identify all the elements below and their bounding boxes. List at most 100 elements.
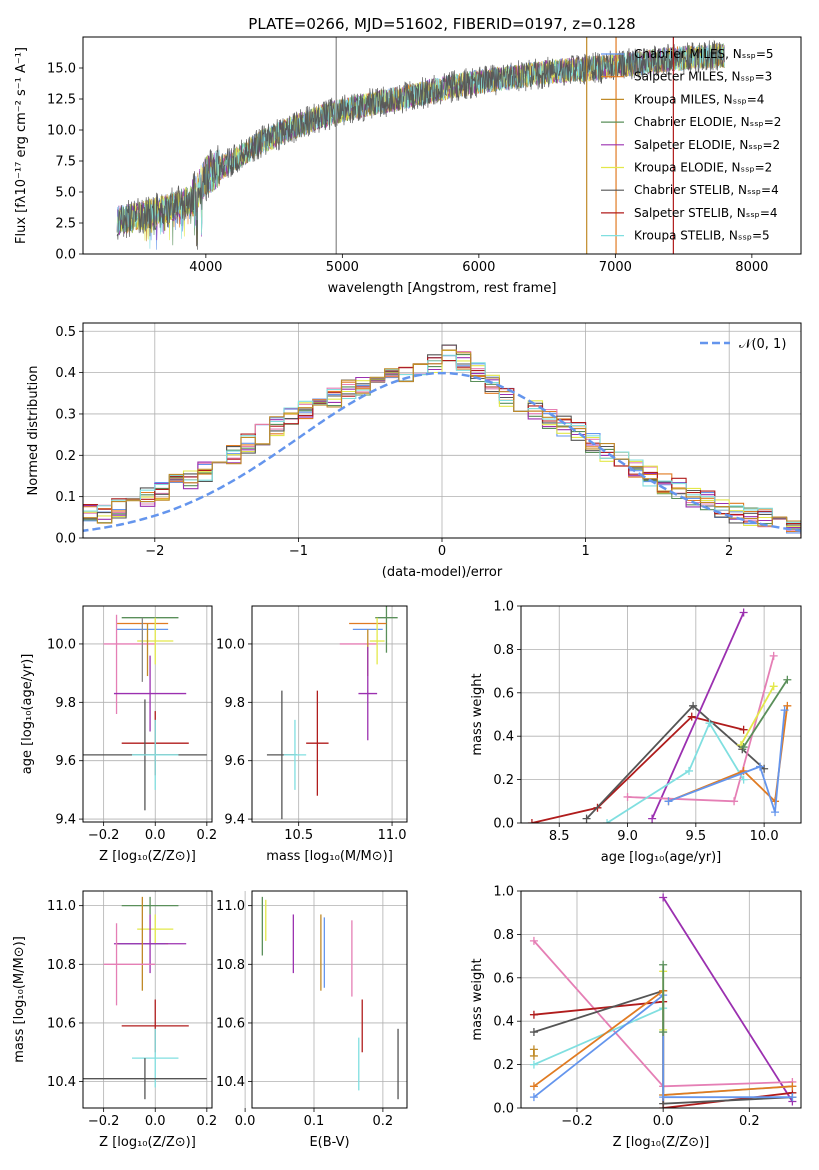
histogram-se bbox=[83, 354, 801, 529]
weight-marker bbox=[783, 701, 792, 710]
y-tick-label: 0.2 bbox=[55, 449, 76, 464]
histogram-sm bbox=[83, 349, 801, 537]
weight-line bbox=[531, 715, 744, 823]
weight-marker bbox=[529, 1093, 538, 1102]
weight-series bbox=[582, 701, 769, 823]
y-tick-label: 10.6 bbox=[216, 1016, 245, 1031]
y-tick-label: 10.8 bbox=[47, 958, 76, 973]
y-tick-label: 10.0 bbox=[216, 637, 245, 652]
weight-marker bbox=[659, 960, 668, 969]
weight-marker bbox=[623, 792, 632, 801]
x-axis-label: age [log₁₀(age/yr)] bbox=[601, 850, 722, 865]
error-cross bbox=[369, 617, 385, 665]
weight-line bbox=[606, 721, 745, 823]
panel-1: 4000 5000 6000 7000 8000 0.0 2.5 5.0 7.5 10.0 12.5… bbox=[14, 15, 802, 296]
panel-6: −0.2 0.0 0.2 10.4 10.6 10.8 11.0 Z [log₁₀(Z/Z⊙)… bbox=[12, 890, 217, 1150]
y-tick-label: 7.5 bbox=[55, 155, 76, 170]
y-tick-label: 1.0 bbox=[493, 600, 514, 615]
y-tick-label: 12.5 bbox=[47, 93, 76, 108]
x-tick-label: 11.0 bbox=[378, 828, 407, 843]
x-tick-label: 8.5 bbox=[549, 829, 570, 844]
y-tick-label: 0.6 bbox=[493, 686, 514, 701]
legend-label: Chabrier ELODIE, Nₛₛₚ=2 bbox=[634, 115, 781, 129]
weight-marker bbox=[529, 1010, 538, 1019]
plot-area bbox=[83, 896, 207, 1100]
x-tick-label: 5000 bbox=[326, 260, 359, 275]
legend-label: Salpeter ELODIE, Nₛₛₚ=2 bbox=[634, 138, 780, 152]
weight-marker bbox=[769, 682, 778, 691]
y-tick-label: 0.1 bbox=[55, 490, 76, 505]
error-cross bbox=[137, 617, 174, 665]
y-tick-label: 15.0 bbox=[47, 62, 76, 77]
normal-curve bbox=[83, 371, 801, 533]
histogram-cs bbox=[83, 344, 801, 536]
weight-marker bbox=[529, 1045, 538, 1054]
y-tick-label: 0.6 bbox=[493, 971, 514, 986]
weight-series bbox=[664, 706, 789, 817]
x-tick-label: 0.2 bbox=[196, 828, 217, 843]
chart-title: PLATE=0266, MJD=51602, FIBERID=0197, z=0… bbox=[248, 15, 635, 33]
y-tick-label: 9.8 bbox=[224, 696, 245, 711]
x-axis-label: Z [log₁₀(Z/Z⊙)] bbox=[613, 1135, 710, 1150]
error-cross bbox=[375, 606, 398, 653]
weight-marker bbox=[685, 766, 693, 775]
y-tick-label: 0.4 bbox=[55, 366, 76, 381]
weight-line bbox=[662, 897, 794, 1102]
x-tick-label: 0.2 bbox=[196, 1114, 217, 1129]
x-axis-label: (data-model)/error bbox=[382, 565, 503, 580]
axes-frame bbox=[520, 890, 802, 1109]
y-tick-label: 10.4 bbox=[47, 1075, 76, 1090]
y-tick-label: 10.4 bbox=[216, 1075, 245, 1090]
plot-area bbox=[83, 614, 207, 811]
weight-marker bbox=[739, 775, 748, 784]
histogram-ss bbox=[83, 357, 801, 538]
weight-series bbox=[527, 712, 748, 823]
y-tick-label: 0.0 bbox=[493, 817, 514, 832]
weight-marker bbox=[788, 1082, 797, 1091]
error-cross bbox=[358, 646, 378, 741]
weight-marker bbox=[529, 1082, 538, 1091]
error-cross bbox=[113, 655, 187, 732]
y-tick-label: 0.4 bbox=[493, 1015, 514, 1030]
x-tick-label: 0.1 bbox=[304, 1114, 325, 1129]
x-tick-label: 0 bbox=[438, 544, 446, 559]
panel-3: −0.2 0.0 0.2 9.4 9.6 9.8 10.0 Z [log₁₀(Z/Z⊙)] ag… bbox=[20, 605, 217, 864]
x-axis-label: mass [log₁₀(M/M⊙)] bbox=[266, 849, 393, 864]
axes-frame bbox=[82, 890, 213, 1109]
error-cross bbox=[132, 719, 179, 790]
y-tick-label: 0.2 bbox=[493, 1058, 514, 1073]
y-tick-label: 9.4 bbox=[55, 813, 76, 828]
weight-marker bbox=[529, 1028, 538, 1037]
weight-marker bbox=[739, 608, 748, 617]
error-cross bbox=[137, 914, 174, 944]
spectrum-cs bbox=[116, 39, 725, 250]
plot-area bbox=[529, 893, 797, 1108]
grid bbox=[521, 605, 801, 824]
legend-label: Kroupa STELIB, Nₛₛₚ=5 bbox=[634, 229, 770, 243]
y-tick-label: 10.8 bbox=[216, 958, 245, 973]
legend: Chabrier MILES, Nₛₛₚ=5 Salpeter MILES, Nₛ… bbox=[601, 47, 781, 243]
weight-marker bbox=[659, 1093, 668, 1102]
x-tick-label: 4000 bbox=[189, 260, 222, 275]
y-tick-label: 9.6 bbox=[55, 754, 76, 769]
error-cross bbox=[283, 719, 307, 790]
x-tick-label: 10.5 bbox=[284, 828, 313, 843]
weight-series bbox=[623, 651, 778, 806]
panel-4: 10.5 11.0 9.4 9.6 9.8 10.0 mass [log₁₀(M/M⊙)] bbox=[216, 605, 408, 864]
grid bbox=[83, 891, 212, 1108]
weight-marker bbox=[529, 1060, 538, 1069]
y-axis-label: age [log₁₀(age/yr)] bbox=[20, 654, 35, 775]
plot-area bbox=[261, 896, 399, 1100]
panel-5: 8.5 9.0 9.5 10.0 0.0 0.2 0.4 0.6 0.8 1.0 age [log₁… bbox=[470, 600, 802, 865]
y-tick-label: 0.5 bbox=[55, 325, 76, 340]
weight-marker bbox=[783, 675, 792, 684]
weight-series bbox=[736, 682, 778, 749]
weight-marker bbox=[687, 712, 696, 721]
weight-line bbox=[742, 679, 789, 748]
y-tick-label: 9.6 bbox=[224, 754, 245, 769]
grid bbox=[252, 606, 407, 822]
plot-area bbox=[266, 606, 398, 820]
legend-label: 𝒩(0, 1) bbox=[739, 337, 786, 352]
weight-marker bbox=[788, 1093, 797, 1102]
